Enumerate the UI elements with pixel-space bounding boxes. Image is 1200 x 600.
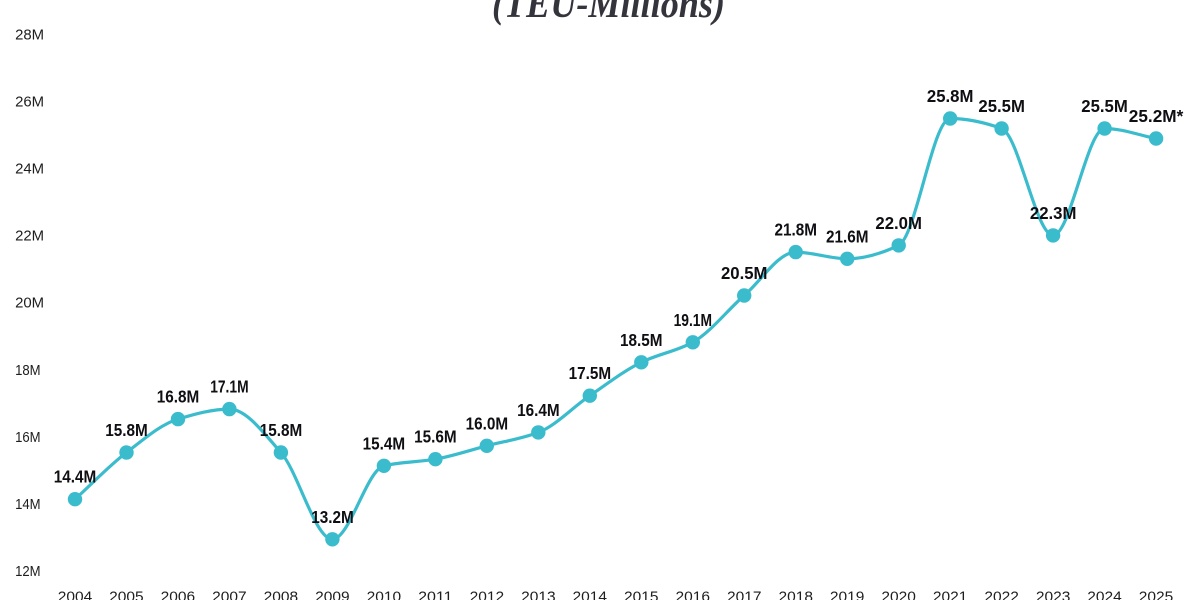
svg-text:2006: 2006 — [161, 589, 196, 600]
svg-text:21.8M: 21.8M — [775, 220, 818, 240]
svg-text:22.3M: 22.3M — [1030, 203, 1077, 223]
svg-text:2016: 2016 — [676, 589, 711, 600]
svg-text:2020: 2020 — [881, 589, 916, 600]
svg-text:22M: 22M — [15, 229, 44, 245]
svg-text:2011: 2011 — [418, 589, 453, 600]
svg-text:25.2M*: 25.2M* — [1129, 106, 1184, 126]
svg-text:2019: 2019 — [830, 589, 865, 600]
svg-text:21.6M: 21.6M — [826, 226, 869, 246]
svg-text:20M: 20M — [15, 296, 44, 312]
svg-text:15.4M: 15.4M — [363, 433, 406, 453]
svg-text:2004: 2004 — [58, 589, 93, 600]
svg-text:28M: 28M — [15, 27, 44, 43]
svg-text:2014: 2014 — [573, 589, 608, 600]
svg-text:16.8M: 16.8M — [157, 387, 200, 407]
svg-text:14.4M: 14.4M — [54, 467, 97, 487]
svg-text:2023: 2023 — [1036, 589, 1071, 600]
svg-text:24M: 24M — [15, 162, 44, 178]
svg-text:16.4M: 16.4M — [517, 400, 560, 420]
svg-text:14M: 14M — [15, 497, 40, 513]
svg-text:13.2M: 13.2M — [311, 507, 354, 527]
svg-text:2005: 2005 — [109, 589, 144, 600]
svg-text:26M: 26M — [15, 95, 44, 111]
svg-text:22.0M: 22.0M — [875, 213, 922, 233]
svg-text:2021: 2021 — [933, 589, 968, 600]
svg-text:18.5M: 18.5M — [620, 330, 663, 350]
svg-text:2009: 2009 — [315, 589, 350, 600]
svg-text:17.5M: 17.5M — [569, 363, 612, 383]
svg-text:20.5M: 20.5M — [721, 263, 768, 283]
svg-text:25.5M: 25.5M — [1081, 96, 1128, 116]
svg-text:2024: 2024 — [1087, 589, 1122, 600]
svg-text:2010: 2010 — [367, 589, 402, 600]
svg-text:2015: 2015 — [624, 589, 659, 600]
svg-text:18M: 18M — [15, 363, 40, 379]
svg-text:2025: 2025 — [1139, 589, 1174, 600]
svg-text:2022: 2022 — [984, 589, 1019, 600]
svg-text:16.0M: 16.0M — [466, 413, 509, 433]
svg-text:15.8M: 15.8M — [260, 420, 303, 440]
svg-text:25.5M: 25.5M — [978, 96, 1025, 116]
svg-text:19.1M: 19.1M — [674, 310, 712, 330]
svg-text:2007: 2007 — [212, 589, 247, 600]
svg-text:12M: 12M — [15, 564, 40, 580]
svg-text:25.8M: 25.8M — [927, 86, 974, 106]
svg-text:2018: 2018 — [779, 589, 814, 600]
svg-text:(TEU-Millions): (TEU-Millions) — [492, 0, 725, 26]
svg-text:17.1M: 17.1M — [210, 377, 248, 397]
svg-text:15.8M: 15.8M — [105, 420, 148, 440]
svg-text:15.6M: 15.6M — [414, 427, 457, 447]
svg-text:2012: 2012 — [470, 589, 505, 600]
svg-text:2017: 2017 — [727, 589, 762, 600]
svg-text:2008: 2008 — [264, 589, 299, 600]
svg-text:2013: 2013 — [521, 589, 556, 600]
svg-text:16M: 16M — [15, 430, 40, 446]
